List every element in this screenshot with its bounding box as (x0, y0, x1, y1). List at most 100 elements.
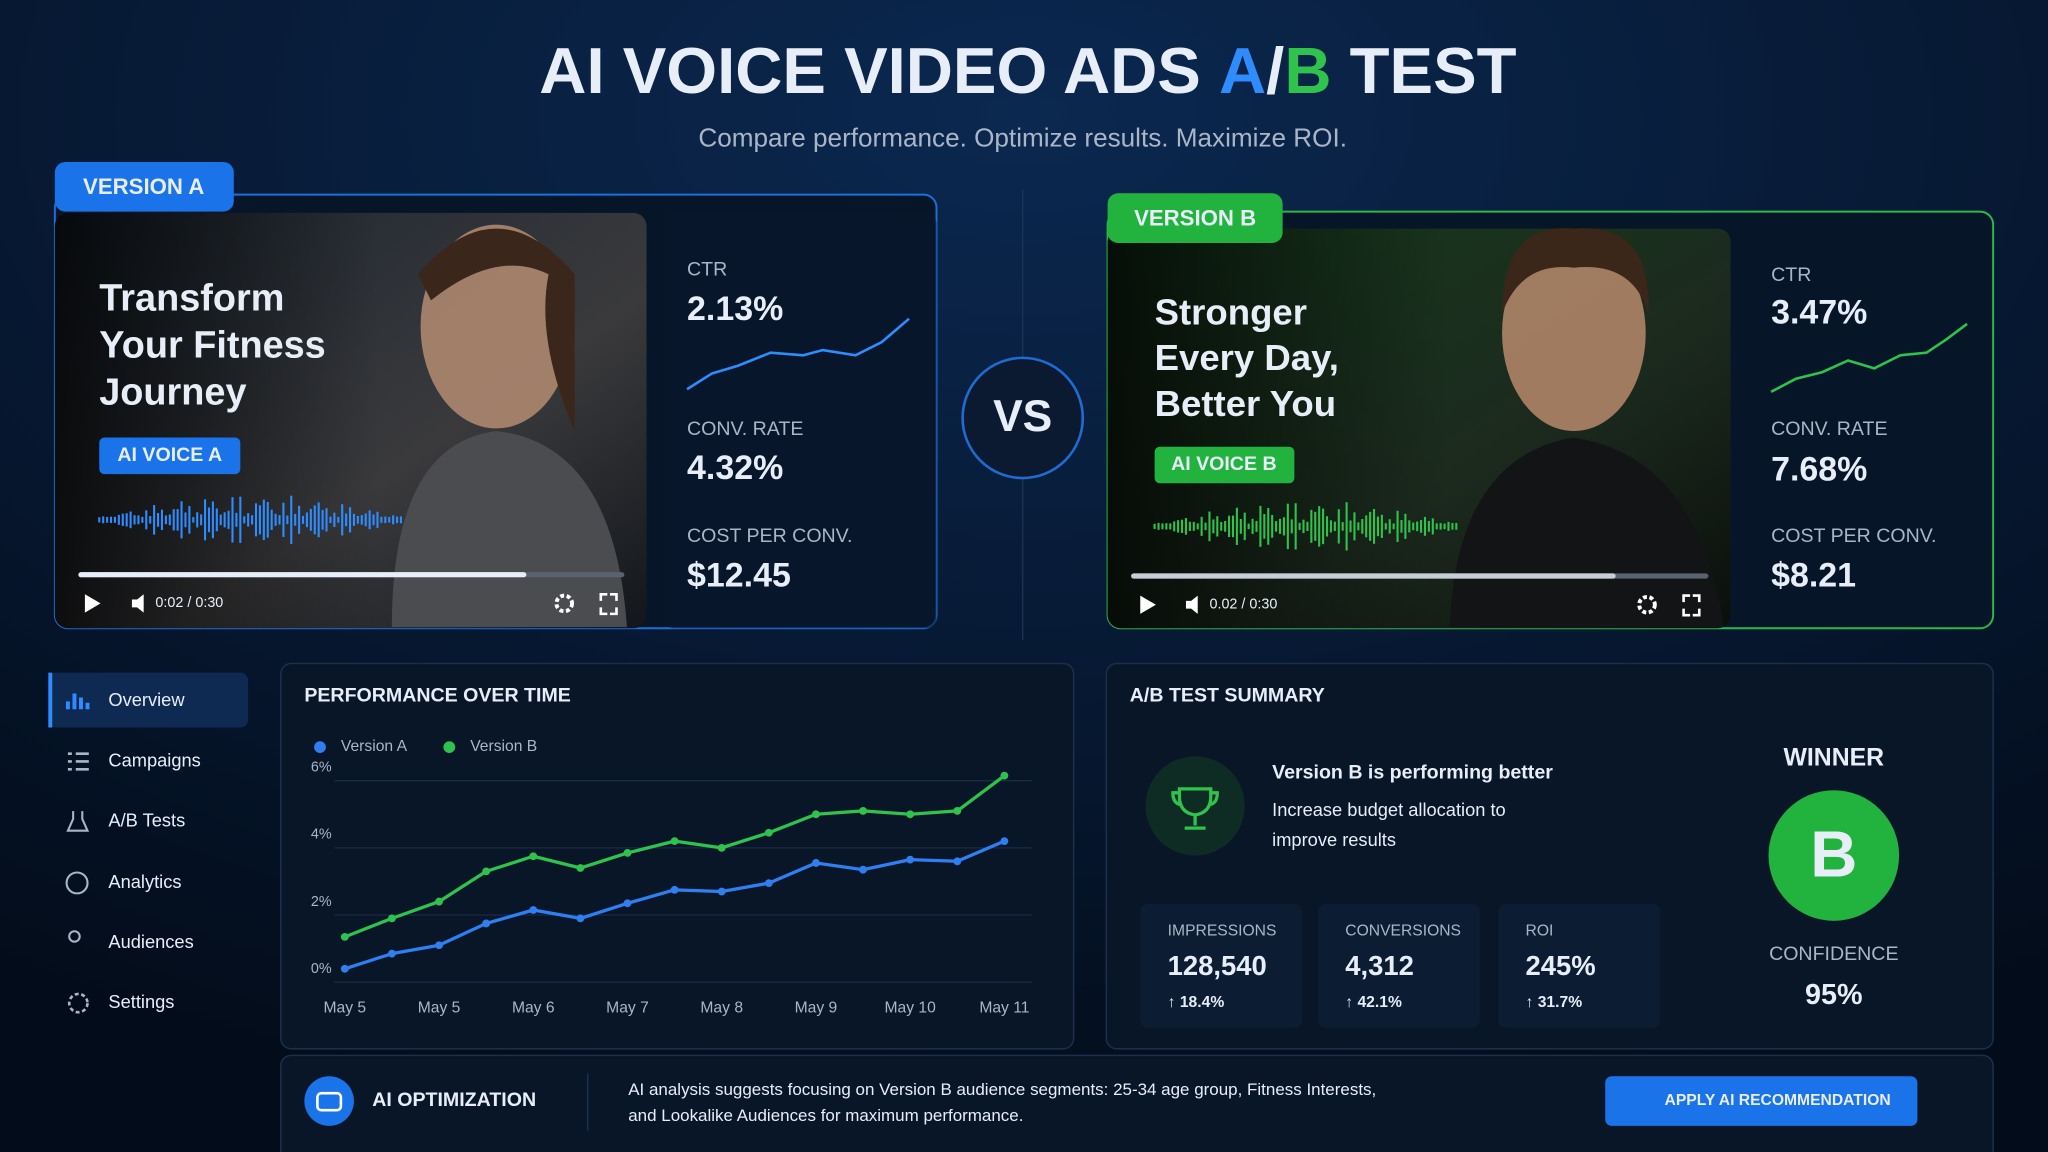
data-point (576, 864, 585, 872)
version-a-label: VERSION A (83, 174, 204, 199)
metric-a-value: $12.45 (687, 556, 791, 594)
icon-overview (65, 693, 90, 710)
data-point (953, 806, 962, 815)
subtitle: Compare performance. Optimize results. M… (698, 123, 1347, 153)
nav-item[interactable]: Audiences (108, 931, 193, 952)
title-slash: / (1266, 34, 1284, 107)
chart: 0% 2% 4% 6% May 5 May 5 May 6 May 7 May 8 May 9 Ma… (311, 738, 1032, 1016)
progress-b-fill (1131, 573, 1616, 579)
settings-a[interactable] (554, 593, 575, 614)
data-point (576, 914, 585, 923)
metric-b-value: 3.47% (1771, 294, 1867, 332)
metric-b-label: CONV. RATE (1771, 418, 1887, 440)
stat-value: 245% (1526, 950, 1596, 981)
headline-b-1: Stronger (1155, 291, 1307, 332)
icon-campaigns (67, 752, 89, 771)
ai-title: AI OPTIMIZATION (372, 1089, 536, 1111)
settings-b[interactable] (1637, 594, 1657, 615)
voice-a: AI VOICE A (117, 444, 222, 466)
metrics-a-panel (663, 212, 937, 629)
sparkline-a (686, 317, 910, 391)
data-point (388, 949, 396, 958)
stat-change: ↑ 18.4% (1168, 994, 1225, 1011)
stat-card (1140, 903, 1303, 1028)
x-tick-label: May 5 (323, 999, 366, 1016)
nav-item[interactable]: Overview (108, 689, 185, 710)
volume-b[interactable] (1185, 595, 1198, 614)
voice-a-tag (99, 437, 241, 475)
headline-a-3: Journey (99, 371, 246, 413)
nav-item[interactable]: Campaigns (108, 749, 200, 770)
video-b-shade (1107, 228, 1731, 629)
nav-item[interactable]: Settings (108, 991, 174, 1012)
icon-analytics (65, 871, 89, 895)
x-tick-label: May 10 (885, 999, 937, 1016)
metric-b-value: $8.21 (1771, 556, 1856, 594)
volume-a[interactable] (131, 594, 144, 613)
title: AI VOICE VIDEO ADS A/B TEST (539, 34, 1516, 107)
stat-value: 128,540 (1168, 950, 1267, 981)
summary-body: Increase budget allocation to (1272, 799, 1506, 820)
nav-item[interactable]: A/B Tests (108, 809, 185, 830)
title-b: B (1284, 34, 1331, 107)
stat-change: ↑ 31.7% (1526, 994, 1583, 1011)
data-point (482, 919, 491, 928)
metric-a-label: CONV. RATE (687, 418, 803, 440)
x-tick-label: May 8 (700, 999, 743, 1016)
data-point (670, 837, 679, 846)
winner: B (1810, 818, 1857, 891)
title-lead: AI VOICE VIDEO ADS (539, 34, 1201, 107)
ai-text: and Lookalike Audiences for maximum perf… (628, 1106, 1023, 1125)
icon-audiences (68, 930, 81, 943)
data-point (529, 852, 538, 861)
waveform-b (1153, 502, 1458, 551)
chart-panel (280, 662, 1075, 1050)
data-point (764, 828, 773, 837)
stat-card (1317, 903, 1480, 1028)
voice-b-tag (1154, 446, 1295, 484)
fullscreen-a[interactable] (599, 592, 618, 616)
voice-b: AI VOICE B (1171, 453, 1277, 475)
data-point (859, 865, 867, 874)
nav-active-bar (48, 672, 53, 728)
x-tick-label: May 11 (979, 999, 1029, 1016)
data-point (623, 899, 632, 908)
summary-body: improve results (1272, 829, 1396, 850)
vs-badge (961, 356, 1085, 480)
metric-b-value: 7.68% (1771, 450, 1867, 488)
metric-b-label: CTR (1771, 264, 1811, 286)
apply-button[interactable] (1605, 1076, 1918, 1126)
stat-card (1498, 903, 1661, 1028)
stats: IMPRESSIONS 128,540 ↑ 18.4% CONVERSIONS 4,31… (1140, 903, 1661, 1028)
metric-b-label: COST PER CONV. (1771, 525, 1936, 547)
play-a[interactable] (84, 594, 101, 613)
data-point (623, 848, 632, 857)
play-b[interactable] (1140, 595, 1156, 614)
y-tick-label: 6% (311, 759, 332, 775)
fullscreen-b[interactable] (1682, 594, 1701, 617)
ai-panel (280, 1054, 1994, 1152)
trophy (1171, 787, 1219, 830)
vs: VS (993, 392, 1052, 441)
apply-button-label[interactable]: APPLY AI RECOMMENDATION (1665, 1092, 1891, 1109)
video-a-shade (54, 212, 647, 629)
y-tick-label: 0% (311, 961, 332, 977)
version-a-tab (54, 161, 234, 212)
title-tail: TEST (1350, 34, 1517, 107)
data-point (529, 906, 538, 914)
version-b-tab (1107, 193, 1283, 243)
data-point (340, 964, 349, 973)
y-tick-label: 4% (311, 827, 332, 843)
data-point (953, 857, 962, 866)
stat-change: ↑ 42.1% (1345, 994, 1402, 1011)
data-point (764, 879, 773, 888)
data-point (1000, 771, 1009, 780)
nav-item[interactable]: Analytics (108, 871, 181, 892)
time-a: 0:02 / 0:30 (155, 595, 223, 611)
waveform-a (98, 495, 403, 545)
y-tick-label: 2% (311, 894, 332, 910)
ai-icon (304, 1076, 354, 1126)
